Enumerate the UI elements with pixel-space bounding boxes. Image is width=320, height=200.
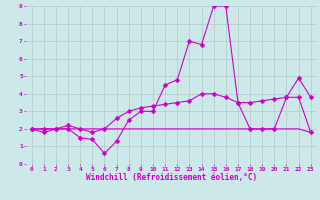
X-axis label: Windchill (Refroidissement éolien,°C): Windchill (Refroidissement éolien,°C) xyxy=(86,173,257,182)
